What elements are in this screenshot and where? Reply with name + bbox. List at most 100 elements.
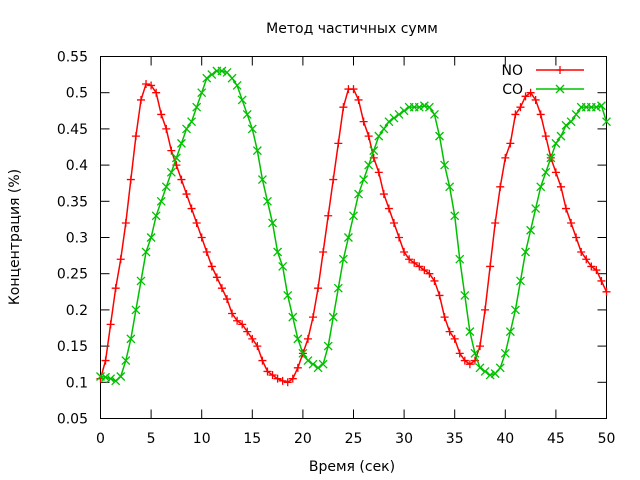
data-point (101, 372, 111, 382)
data-point (470, 348, 480, 358)
y-tick-label: 0.05 (57, 412, 88, 428)
data-point (536, 110, 545, 119)
legend-label: CO (502, 82, 523, 98)
data-point (587, 262, 596, 271)
y-tick-label: 0.2 (66, 303, 88, 319)
data-point (435, 131, 444, 141)
data-point (263, 367, 272, 376)
data-point (131, 132, 140, 141)
data-point (233, 316, 242, 325)
data-point (415, 262, 424, 271)
data-point (475, 363, 485, 373)
data-point (339, 103, 348, 112)
data-point (465, 327, 475, 337)
data-point (521, 247, 530, 257)
data-point (323, 341, 333, 351)
data-point (223, 295, 231, 304)
data-point (126, 334, 136, 344)
data-point (495, 363, 505, 373)
data-point (116, 255, 125, 264)
data-point (288, 374, 297, 383)
x-tick-label: 0 (96, 431, 105, 447)
data-point (424, 102, 434, 112)
data-point (602, 287, 611, 296)
data-point (177, 175, 186, 184)
data-point (227, 73, 237, 83)
data-point (491, 219, 500, 228)
data-point (126, 175, 135, 184)
data-point (516, 103, 525, 112)
data-point (450, 211, 460, 221)
data-point (359, 117, 368, 126)
y-tick-label: 0.1 (66, 375, 88, 391)
legend-marker (556, 66, 564, 74)
data-point (420, 266, 429, 275)
data-point (384, 204, 393, 213)
data-point (400, 247, 409, 256)
data-point (313, 363, 323, 373)
data-point (257, 175, 267, 185)
data-point (131, 305, 141, 315)
data-point (293, 334, 303, 344)
data-point (217, 66, 227, 76)
data-point (410, 258, 419, 267)
data-point (425, 269, 434, 278)
data-point (566, 117, 576, 127)
data-point (334, 139, 343, 148)
x-tick-label: 25 (345, 431, 363, 447)
data-point (597, 276, 606, 285)
data-point (298, 348, 308, 358)
data-point (202, 247, 211, 256)
data-point (379, 124, 389, 134)
x-tick-label: 20 (294, 431, 312, 447)
data-point (268, 218, 277, 228)
data-point (561, 120, 571, 130)
data-point (405, 255, 414, 264)
data-point (263, 196, 272, 206)
data-point (242, 109, 252, 119)
data-point (354, 189, 364, 199)
data-point (161, 182, 171, 192)
data-point (273, 247, 283, 257)
data-point (309, 313, 318, 322)
data-point (516, 276, 525, 286)
data-point (121, 356, 131, 366)
data-point (591, 102, 601, 112)
series-line (100, 70, 608, 382)
data-point (364, 160, 374, 170)
x-axis-title: Время (сек) (309, 459, 395, 475)
data-point (354, 95, 363, 104)
data-point (571, 109, 581, 119)
data-point (197, 233, 206, 242)
data-point (486, 262, 495, 271)
data-point (202, 73, 212, 83)
data-point (551, 168, 560, 177)
data-point (536, 182, 546, 192)
data-point (501, 153, 510, 162)
data-point (364, 132, 373, 141)
data-point (157, 110, 166, 119)
data-point (303, 334, 312, 343)
data-point (602, 117, 611, 127)
data-point (273, 374, 282, 383)
data-point (430, 109, 439, 119)
data-point (374, 131, 384, 141)
plot-frame (100, 56, 607, 419)
data-point (293, 363, 302, 372)
data-point (217, 284, 226, 293)
data-point (283, 290, 293, 300)
x-tick-label: 10 (193, 431, 211, 447)
data-point (232, 81, 242, 90)
data-point (333, 283, 343, 293)
data-point (496, 182, 505, 191)
data-point (389, 219, 398, 228)
data-point (338, 254, 348, 264)
data-point (228, 309, 237, 318)
data-point (562, 204, 571, 213)
y-tick-label: 0.45 (57, 122, 88, 138)
data-point (500, 348, 510, 358)
data-point (111, 284, 120, 293)
series-no (96, 80, 611, 387)
data-point (328, 312, 338, 322)
data-point (450, 334, 459, 343)
